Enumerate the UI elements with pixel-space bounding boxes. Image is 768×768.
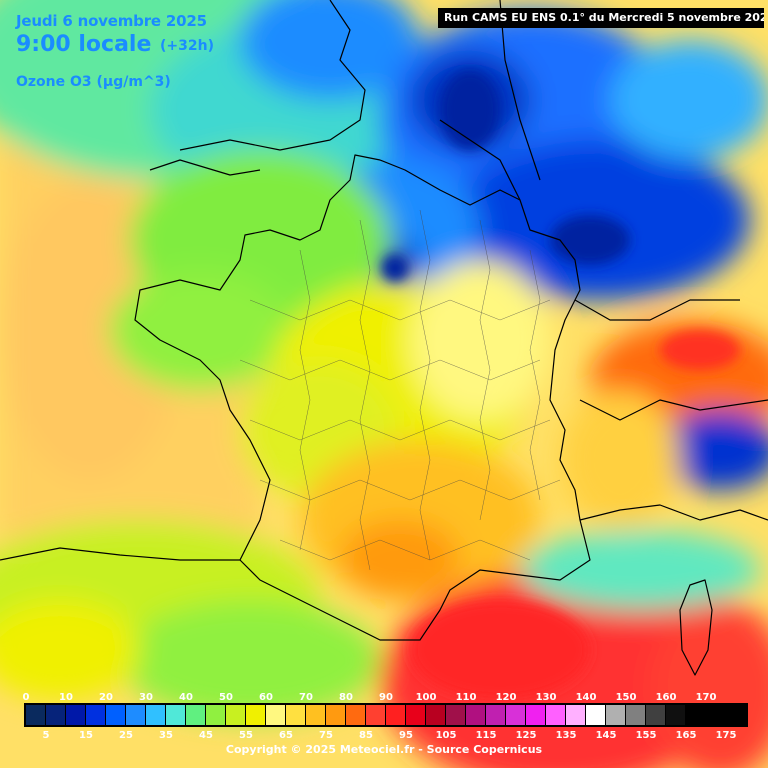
- legend-swatch: [526, 705, 545, 725]
- legend-bottom-label: 5: [43, 730, 50, 741]
- run-info: Run CAMS EU ENS 0.1° du Mercredi 5 novem…: [438, 8, 764, 28]
- legend-swatch: [266, 705, 285, 725]
- legend-swatch: [446, 705, 465, 725]
- legend-bottom-label: 135: [556, 730, 577, 741]
- forecast-date: Jeudi 6 novembre 2025: [16, 12, 207, 30]
- legend-swatch: [206, 705, 225, 725]
- legend-bottom-label: 145: [596, 730, 617, 741]
- legend-top-label: 0: [23, 692, 30, 703]
- legend-top-label: 120: [496, 692, 517, 703]
- legend-bottom-label: 165: [676, 730, 697, 741]
- legend-swatch: [366, 705, 385, 725]
- legend-swatch: [346, 705, 365, 725]
- legend-swatch: [406, 705, 425, 725]
- legend-bottom-label: 95: [399, 730, 413, 741]
- copyright-text: Copyright © 2025 Meteociel.fr - Source C…: [225, 743, 543, 756]
- legend-swatch: [626, 705, 645, 725]
- forecast-lead-time: (+32h): [160, 38, 214, 54]
- legend-swatch: [466, 705, 485, 725]
- legend-swatch: [286, 705, 305, 725]
- legend-swatch: [326, 705, 345, 725]
- legend-swatch: [46, 705, 65, 725]
- legend-bottom-label: 75: [319, 730, 333, 741]
- color-legend: 0 10 20 30 40 50 60 70 80 90 100 110 120 130 140 150 160…: [23, 692, 748, 741]
- legend-swatch: [586, 705, 605, 725]
- legend-bottom-label: 85: [359, 730, 373, 741]
- legend-top-label: 50: [219, 692, 233, 703]
- legend-swatch: [66, 705, 85, 725]
- legend-bottom-label: 55: [239, 730, 253, 741]
- legend-top-label: 110: [456, 692, 477, 703]
- field-name: Ozone O3 (µg/m^3): [16, 74, 171, 90]
- legend-top-label: 80: [339, 692, 353, 703]
- legend-top-label: 130: [536, 692, 557, 703]
- legend-top-label: 60: [259, 692, 273, 703]
- legend-bottom-label: 65: [279, 730, 293, 741]
- legend-bottom-label: 115: [476, 730, 497, 741]
- legend-top-label: 20: [99, 692, 113, 703]
- legend-swatch: [566, 705, 585, 725]
- legend-swatch: [106, 705, 125, 725]
- legend-swatch: [486, 705, 505, 725]
- legend-bottom-label: 105: [436, 730, 457, 741]
- legend-swatch: [386, 705, 405, 725]
- department-borders: [239, 209, 561, 571]
- coastlines: [0, 0, 768, 676]
- legend-top-label: 160: [656, 692, 677, 703]
- legend-bottom-label: 125: [516, 730, 537, 741]
- legend-swatch: [146, 705, 165, 725]
- legend-bottom-label: 35: [159, 730, 173, 741]
- legend-swatch: [506, 705, 525, 725]
- legend-top-label: 30: [139, 692, 153, 703]
- legend-swatch: [26, 705, 45, 725]
- legend-top-label: 150: [616, 692, 637, 703]
- legend-swatch: [226, 705, 245, 725]
- legend-swatch: [186, 705, 205, 725]
- legend-bottom-label: 155: [636, 730, 657, 741]
- legend-top-label: 10: [59, 692, 73, 703]
- forecast-time: 9:00 locale: [16, 32, 152, 57]
- legend-swatch: [426, 705, 445, 725]
- legend-swatch: [686, 705, 705, 725]
- legend-swatch: [126, 705, 145, 725]
- legend-swatch: [86, 705, 105, 725]
- legend-swatch: [246, 705, 265, 725]
- legend-bottom-label: 15: [79, 730, 93, 741]
- legend-bottom-label: 175: [716, 730, 737, 741]
- legend-swatch: [606, 705, 625, 725]
- legend-swatch: [166, 705, 185, 725]
- legend-swatch: [706, 705, 725, 725]
- legend-bottom-label: 45: [199, 730, 213, 741]
- legend-top-label: 70: [299, 692, 313, 703]
- legend-top-label: 40: [179, 692, 193, 703]
- legend-swatch: [666, 705, 685, 725]
- legend-top-label: 100: [416, 692, 437, 703]
- legend-top-label: 140: [576, 692, 597, 703]
- legend-swatch: [646, 705, 665, 725]
- legend-top-label: 170: [696, 692, 717, 703]
- legend-swatch: [546, 705, 565, 725]
- legend-top-label: 90: [379, 692, 393, 703]
- legend-swatch: [726, 705, 745, 725]
- legend-swatch: [306, 705, 325, 725]
- legend-bottom-label: 25: [119, 730, 133, 741]
